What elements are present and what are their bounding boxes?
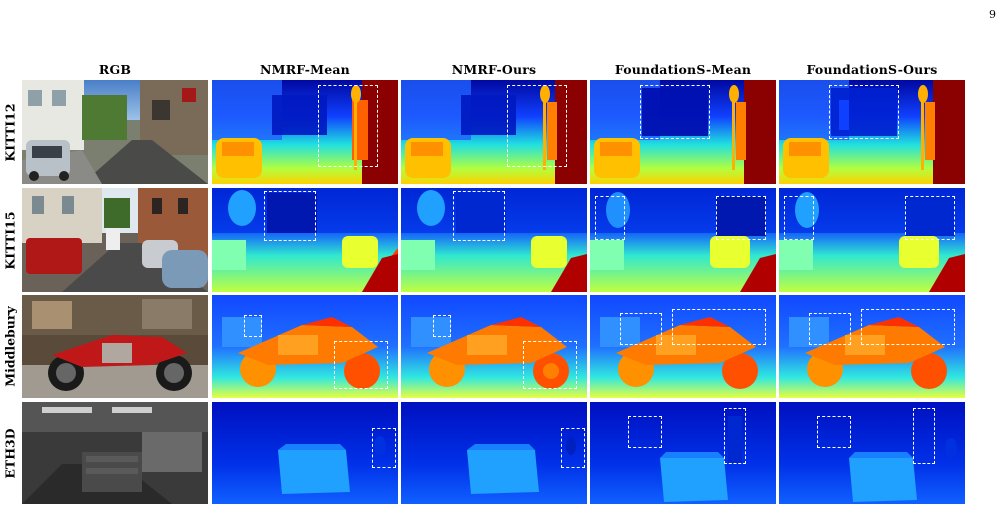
tile-kitti12-rgb: [22, 80, 208, 184]
roi-box: [829, 85, 899, 139]
disparity-map: [401, 80, 587, 184]
tile-kitti12-foundations-ours: [779, 80, 965, 184]
roi-box: [318, 85, 378, 167]
disparity-map: [590, 295, 776, 398]
tile-kitti15-nmrf-ours: [401, 188, 587, 292]
roi-box: [507, 85, 567, 167]
tile-kitti12-foundations-mean: [590, 80, 776, 184]
tile-kitti15-nmrf-mean: [212, 188, 398, 292]
tile-kitti15-foundations-mean: [590, 188, 776, 292]
tile-kitti15-rgb: [22, 188, 208, 292]
disparity-map: [590, 80, 776, 184]
roi-box: [628, 416, 662, 448]
rgb-photo-street: [22, 188, 208, 292]
disparity-map: [212, 295, 398, 398]
tile-middlebury-nmrf-ours: [401, 295, 587, 398]
tile-eth3d-nmrf-mean: [212, 402, 398, 504]
disparity-map: [212, 402, 398, 504]
disparity-map: [590, 188, 776, 292]
roi-box: [244, 315, 262, 337]
roi-box: [595, 196, 625, 240]
roi-box: [913, 408, 935, 464]
roi-box: [372, 428, 396, 468]
tile-eth3d-foundations-mean: [590, 402, 776, 504]
roi-box: [905, 196, 955, 240]
disparity-map: [401, 188, 587, 292]
row-label-kitti15: KITTI15: [2, 210, 18, 270]
col-header-rgb: RGB: [98, 62, 132, 77]
disparity-map: [212, 188, 398, 292]
tile-eth3d-foundations-ours: [779, 402, 965, 504]
tile-kitti15-foundations-ours: [779, 188, 965, 292]
roi-box: [334, 341, 388, 389]
col-header-foundations-mean: FoundationS-Mean: [614, 62, 752, 77]
roi-box: [784, 196, 814, 240]
roi-box: [561, 428, 585, 468]
col-header-foundations-ours: FoundationS-Ours: [806, 62, 938, 77]
roi-box: [640, 85, 710, 139]
roi-box: [264, 191, 316, 241]
rgb-photo-warehouse: [22, 402, 208, 504]
disparity-map: [401, 295, 587, 398]
row-label-kitti12: KITTI12: [2, 102, 18, 162]
roi-box: [817, 416, 851, 448]
tile-middlebury-nmrf-mean: [212, 295, 398, 398]
roi-box: [620, 313, 662, 345]
col-header-nmrf-mean: NMRF-Mean: [260, 62, 350, 77]
roi-box: [433, 315, 451, 337]
tile-middlebury-foundations-ours: [779, 295, 965, 398]
rgb-photo-motorcycle: [22, 295, 208, 398]
rgb-photo-street: [22, 80, 208, 184]
disparity-map: [401, 402, 587, 504]
disparity-map: [590, 402, 776, 504]
roi-box: [672, 309, 766, 345]
tile-middlebury-foundations-mean: [590, 295, 776, 398]
tile-eth3d-rgb: [22, 402, 208, 504]
roi-box: [523, 341, 577, 389]
roi-box: [716, 196, 766, 240]
disparity-map: [779, 80, 965, 184]
row-label-middlebury: Middlebury: [2, 306, 18, 387]
row-label-eth3d: ETH3D: [2, 427, 18, 479]
page-number: 9: [989, 8, 996, 21]
roi-box: [809, 313, 851, 345]
tile-eth3d-nmrf-ours: [401, 402, 587, 504]
tile-kitti12-nmrf-mean: [212, 80, 398, 184]
disparity-map: [779, 295, 965, 398]
roi-box: [724, 408, 746, 464]
roi-box: [453, 191, 505, 241]
col-header-nmrf-ours: NMRF-Ours: [451, 62, 537, 77]
roi-box: [861, 309, 955, 345]
tile-kitti12-nmrf-ours: [401, 80, 587, 184]
disparity-map: [779, 402, 965, 504]
tile-middlebury-rgb: [22, 295, 208, 398]
